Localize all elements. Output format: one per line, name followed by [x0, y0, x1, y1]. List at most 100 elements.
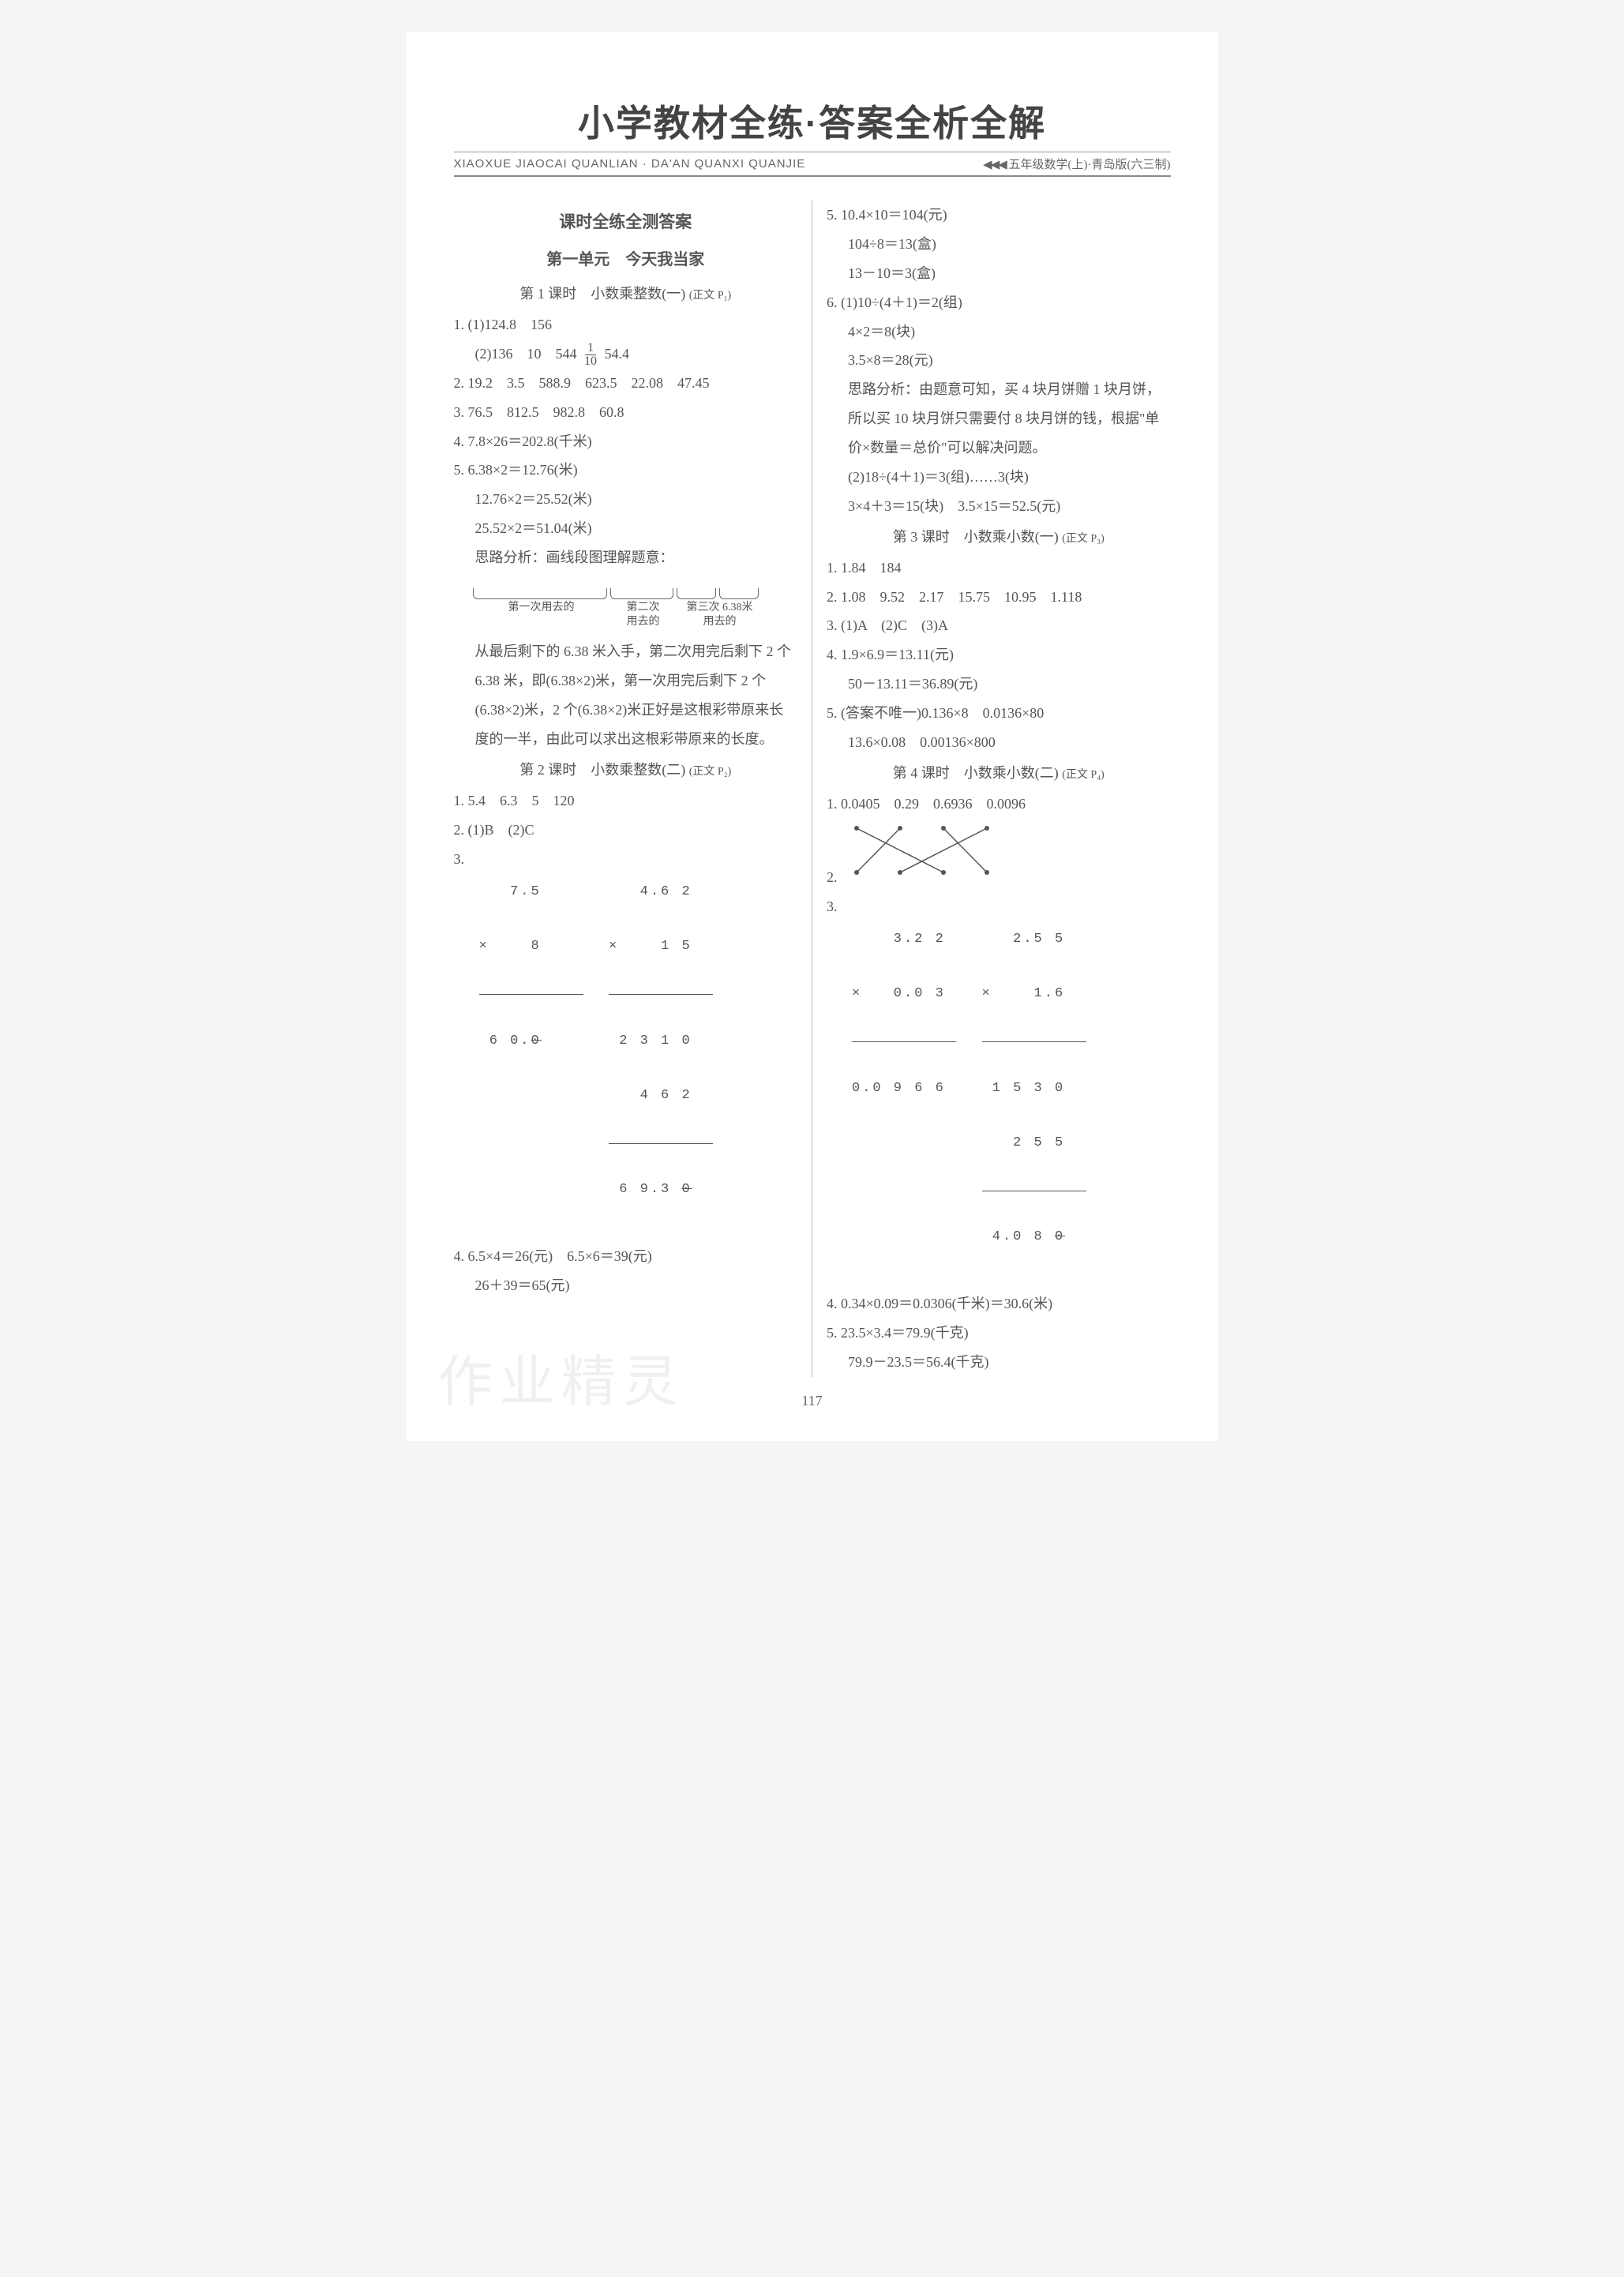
- c1r2: × 8: [479, 938, 583, 956]
- c4r5: 4.0 8 0: [982, 1229, 1086, 1247]
- l4-q2-label: 2.: [827, 869, 838, 885]
- l1-q1-1: 1. (1)124.8 156: [454, 310, 798, 339]
- l1-q5-3: 25.52×2＝51.04(米): [454, 514, 798, 543]
- subtitle-row: XIAOXUE JIAOCAI QUANLIAN · DA'AN QUANXI …: [454, 152, 1171, 177]
- lesson2-title: 第 2 课时 小数乘整数(二): [519, 762, 685, 778]
- c4r1: 2.5 5: [982, 931, 1086, 949]
- c3r1: 3.2 2: [852, 931, 956, 949]
- c2r2: × 1 5: [609, 938, 713, 956]
- right-column: 5. 10.4×10＝104(元) 104÷8＝13(盒) 13－10＝3(盒)…: [812, 201, 1171, 1377]
- c2r3: 2 3 1 0: [609, 1033, 713, 1051]
- c1r3: 6 0.0: [479, 1033, 583, 1051]
- l2-q3-label: 3.: [454, 851, 465, 867]
- blabel-1: 第一次用去的: [473, 601, 610, 629]
- lesson1-ref: (正文 P₁): [689, 290, 732, 302]
- lesson4-title: 第 4 课时 小数乘小数(二): [893, 765, 1059, 781]
- main-title: 小学教材全练·答案全析全解: [454, 95, 1171, 147]
- l2-q4-1: 4. 6.5×4＝26(元) 6.5×6＝39(元): [454, 1242, 798, 1271]
- calc-3p22x0p03: 3.2 2 × 0.0 3 0.0 9 6 6: [852, 895, 956, 1135]
- bracket-labels: 第一次用去的 第二次 用去的 第三次 6.38米 用去的: [473, 601, 798, 629]
- r-q6-5: 3×4＋3＝15(块) 3.5×15＝52.5(元): [827, 492, 1171, 521]
- page-number: 117: [454, 1393, 1171, 1409]
- r-q6-hint: 思路分析：由题意可知，买 4 块月饼赠 1 块月饼，所以买 10 块月饼只需要付…: [827, 375, 1171, 463]
- c4r3: 1 5 3 0: [982, 1080, 1086, 1098]
- q1-2b: 54.4: [605, 346, 630, 362]
- l3-q2: 2. 1.08 9.52 2.17 15.75 10.95 1.118: [827, 583, 1171, 612]
- l3-q1: 1. 1.84 184: [827, 553, 1171, 583]
- r-q6-2: 4×2＝8(块): [827, 317, 1171, 347]
- arrows-icon: ◀◀◀: [983, 158, 1006, 171]
- bracket-seg-3: [677, 588, 716, 599]
- l1-q5-para: 从最后剩下的 6.38 米入手，第二次用完后剩下 2 个 6.38 米，即(6.…: [454, 637, 798, 754]
- c1hr: [479, 994, 583, 995]
- grade-wrap: ◀◀◀ 五年级数学(上)·青岛版(六三制): [983, 156, 1170, 172]
- l3-q5-1: 5. (答案不唯一)0.136×8 0.0136×80: [827, 699, 1171, 728]
- l3-q4-1: 4. 1.9×6.9＝13.11(元): [827, 640, 1171, 670]
- l1-q1-2: (2)136 10 544 1 10 54.4: [454, 339, 798, 369]
- l1-q3: 3. 76.5 812.5 982.8 60.8: [454, 398, 798, 427]
- answers-heading: 课时全练全测答案: [454, 205, 798, 239]
- blabel-2: 第二次 用去的: [610, 601, 677, 629]
- frac-den: 10: [582, 355, 599, 368]
- l4-q5-1: 5. 23.5×3.4＝79.9(千克): [827, 1319, 1171, 1348]
- fraction-1-10: 1 10: [582, 342, 599, 368]
- lesson1-title: 第 1 课时 小数乘整数(一): [519, 286, 685, 302]
- l4-q3-label: 3.: [827, 898, 838, 914]
- calc-2p55x1p6: 2.5 5 × 1.6 1 5 3 0 2 5 5 4.0 8 0: [982, 895, 1086, 1284]
- title-block: 小学教材全练·答案全析全解 XIAOXUE JIAOCAI QUANLIAN ·…: [454, 95, 1171, 177]
- bracket-diagram: 第一次用去的 第二次 用去的 第三次 6.38米 用去的: [454, 577, 798, 629]
- r-q5-1: 5. 10.4×10＝104(元): [827, 201, 1171, 230]
- lesson3-title: 第 3 课时 小数乘小数(一): [893, 529, 1059, 545]
- lesson2-heading: 第 2 课时 小数乘整数(二) (正文 P₂): [454, 756, 798, 785]
- c4hr1: [982, 1041, 1086, 1042]
- l1-q5-hint: 思路分析：画线段图理解题意：: [454, 543, 798, 572]
- bracket-seg-1: [473, 588, 607, 599]
- r-q6-4: (2)18÷(4＋1)＝3(组)……3(块): [827, 463, 1171, 492]
- pinyin: XIAOXUE JIAOCAI QUANLIAN · DA'AN QUANXI …: [454, 157, 806, 171]
- grade-info: 五年级数学(上)·青岛版(六三制): [1009, 159, 1171, 171]
- l1-q5-1: 5. 6.38×2＝12.76(米): [454, 456, 798, 485]
- c2r5: 6 9.3 0: [609, 1181, 713, 1199]
- frac-num: 1: [585, 342, 596, 355]
- lesson3-ref: (正文 P₃): [1062, 533, 1105, 545]
- calc-4p62x15: 4.6 2 × 1 5 2 3 1 0 4 6 2 6 9.3 0: [609, 848, 713, 1236]
- c3r2: × 0.0 3: [852, 985, 956, 1003]
- bracket-seg-2: [610, 588, 673, 599]
- l1-q2: 2. 19.2 3.5 588.9 623.5 22.08 47.45: [454, 369, 798, 398]
- r-q6-3: 3.5×8＝28(元): [827, 346, 1171, 375]
- c2hr2: [609, 1143, 713, 1144]
- matching-diagram: [841, 819, 999, 882]
- l4-q1: 1. 0.0405 0.29 0.6936 0.0096: [827, 790, 1171, 819]
- left-column: 课时全练全测答案 第一单元 今天我当家 第 1 课时 小数乘整数(一) (正文 …: [454, 201, 813, 1377]
- l3-q3: 3. (1)A (2)C (3)A: [827, 611, 1171, 640]
- l2-q3-row: 3. 7.5 × 8 6 0.0 4.6 2 × 1 5 2 3 1 0 4 6…: [454, 845, 798, 1243]
- l4-q3-row: 3. 3.2 2 × 0.0 3 0.0 9 6 6 2.5 5 × 1.6 1…: [827, 892, 1171, 1290]
- l2-q4-2: 26＋39＝65(元): [454, 1271, 798, 1300]
- bracket-top: [473, 577, 798, 599]
- c3r3: 0.0 9 6 6: [852, 1080, 956, 1098]
- l3-q5-2: 13.6×0.08 0.00136×800: [827, 728, 1171, 757]
- lesson1-heading: 第 1 课时 小数乘整数(一) (正文 P₁): [454, 279, 798, 309]
- l4-q2-row: 2.: [827, 819, 1171, 892]
- l1-q5-2: 12.76×2＝25.52(米): [454, 485, 798, 514]
- l4-q4: 4. 0.34×0.09＝0.0306(千米)＝30.6(米): [827, 1289, 1171, 1319]
- r-q5-3: 13－10＝3(盒): [827, 259, 1171, 288]
- page: 小学教材全练·答案全析全解 XIAOXUE JIAOCAI QUANLIAN ·…: [407, 32, 1218, 1441]
- l2-q2: 2. (1)B (2)C: [454, 816, 798, 845]
- c4r4: 2 5 5: [982, 1135, 1086, 1153]
- c4r2: × 1.6: [982, 985, 1086, 1003]
- c3hr: [852, 1041, 956, 1042]
- columns: 课时全练全测答案 第一单元 今天我当家 第 1 课时 小数乘整数(一) (正文 …: [454, 201, 1171, 1377]
- c2hr1: [609, 994, 713, 995]
- blabel-3: 第三次 6.38米 用去的: [677, 601, 763, 629]
- c2r4: 4 6 2: [609, 1087, 713, 1105]
- lesson4-ref: (正文 P₄): [1062, 769, 1105, 781]
- lesson4-heading: 第 4 课时 小数乘小数(二) (正文 P₄): [827, 759, 1171, 788]
- c2r1: 4.6 2: [609, 883, 713, 902]
- l4-q5-2: 79.9－23.5＝56.4(千克): [827, 1348, 1171, 1377]
- l3-q4-2: 50－13.11＝36.89(元): [827, 670, 1171, 699]
- calc-7p5x8: 7.5 × 8 6 0.0: [479, 848, 583, 1087]
- r-q6-1: 6. (1)10÷(4＋1)＝2(组): [827, 288, 1171, 317]
- r-q5-2: 104÷8＝13(盒): [827, 230, 1171, 259]
- bracket-seg-4: [719, 588, 759, 599]
